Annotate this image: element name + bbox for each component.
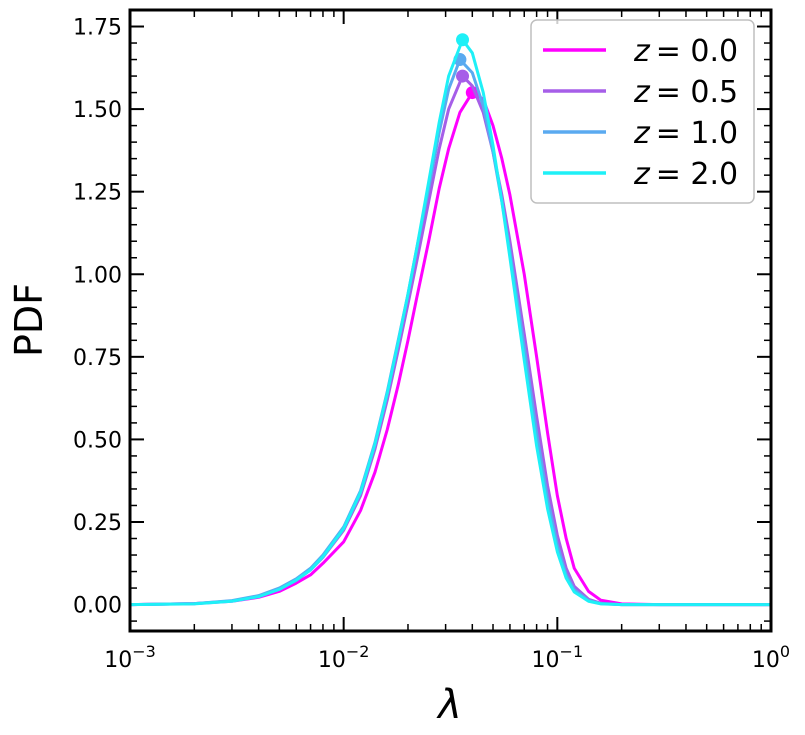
y-axis-label: PDF <box>7 283 51 357</box>
y-tick-label: 1.25 <box>73 181 122 206</box>
x-tick-label: 10−3 <box>104 642 156 673</box>
series-line-3 <box>128 38 773 607</box>
legend-label-2: z = 1.0 <box>633 116 738 151</box>
legend-label-0: z = 0.0 <box>633 34 738 69</box>
y-tick-label: 1.75 <box>73 16 122 41</box>
tick-labels: 0.00 0.25 0.50 0.75 1.00 1.25 1.50 1.75 10−3 10−2… <box>73 16 790 673</box>
x-tick-label: 10−2 <box>318 642 370 673</box>
plot-area-frame <box>128 8 773 633</box>
y-tick-label: 1.50 <box>73 98 122 123</box>
series-line-0 <box>128 91 773 607</box>
series-peak-marker-1 <box>456 69 470 83</box>
y-tick-label: 0.50 <box>73 428 122 453</box>
y-tick-label: 0.75 <box>73 346 122 371</box>
legend-label-1: z = 0.5 <box>633 75 738 110</box>
series-lines <box>128 33 773 607</box>
y-tick-label: 1.00 <box>73 263 122 288</box>
x-axis-label: λ <box>436 682 462 728</box>
x-tick-label: 10−1 <box>532 642 584 673</box>
legend-label-3: z = 2.0 <box>633 157 738 192</box>
legend-frame <box>530 19 755 204</box>
y-tick-label: 0.25 <box>73 511 122 536</box>
legend: z = 0.0 z = 0.5 z = 1.0 z = 2.0 <box>530 19 755 204</box>
x-tick-label: 100 <box>752 642 790 673</box>
y-tick-label: 0.00 <box>73 594 122 619</box>
series-peak-marker-3 <box>456 33 470 47</box>
